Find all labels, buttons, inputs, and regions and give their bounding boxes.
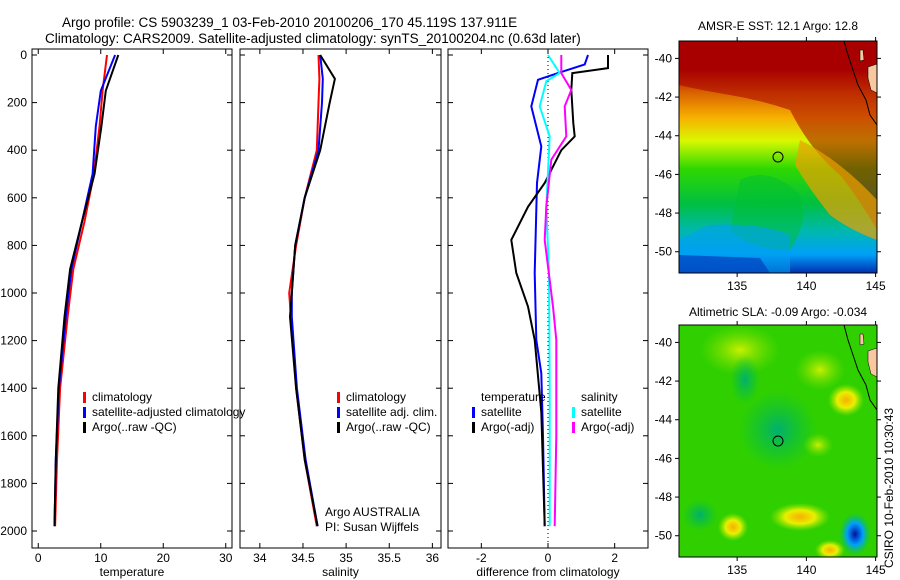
- land-1: [859, 49, 878, 94]
- y-tick-label: 1200: [0, 334, 27, 348]
- map-x-tick-label: 135: [727, 279, 747, 293]
- y-tick-label: 200: [7, 96, 27, 110]
- profile-panel-1: 0 10 20 30 temperature: [31, 48, 233, 579]
- map-y-tick-label: -42: [655, 374, 673, 388]
- x-tick-label: 2: [611, 551, 618, 565]
- panel-frame: [31, 48, 233, 549]
- series-line-temperature-satellite: [530, 54, 589, 527]
- argo-location-marker: [772, 435, 784, 447]
- y-tick-label: 400: [7, 143, 27, 157]
- panel-frame: [239, 48, 442, 549]
- map-x-tick-label: 135: [727, 563, 747, 577]
- legend-swatch: [337, 392, 340, 403]
- y-tick-label: 2000: [0, 524, 27, 538]
- x-tick-label: 30: [219, 551, 233, 565]
- legend-label: satellite: [481, 405, 522, 419]
- legend-swatch: [337, 422, 340, 433]
- map-x-tick-label: 140: [796, 279, 816, 293]
- legend-label: Argo(..raw -QC): [346, 420, 431, 434]
- sst-map-title: AMSR-E SST: 12.1 Argo: 12.8: [698, 19, 858, 33]
- land-2: [859, 333, 878, 378]
- x-tick-label: 35: [339, 551, 353, 565]
- series-line-temperature-argo-adj-: [510, 55, 609, 527]
- y-tick-label: 0: [20, 48, 27, 62]
- x-tick-label: 34: [253, 551, 267, 565]
- sla-map-title: Altimetric SLA: -0.09 Argo: -0.034: [689, 305, 867, 319]
- coastline-1: [843, 40, 878, 126]
- y-tick-label: 800: [7, 238, 27, 252]
- legend-label: climatology: [92, 390, 152, 404]
- y-tick-label: 1600: [0, 429, 27, 443]
- map-y-tick-label: -40: [655, 335, 673, 349]
- map-y-tick-label: -50: [655, 529, 673, 543]
- series-line-argo-raw-qc-: [288, 54, 336, 527]
- y-tick-label: 600: [7, 191, 27, 205]
- x-tick-label: 35.5: [378, 551, 402, 565]
- x-tick-label: 0: [545, 551, 552, 565]
- x-tick-label: 34.5: [291, 551, 315, 565]
- map-y-tick-label: -48: [655, 490, 673, 504]
- map-y-tick-label: -44: [655, 413, 673, 427]
- series-line-salinity-argo-adj-: [543, 55, 573, 527]
- figure-title-line2: Climatology: CARS2009. Satellite-adjuste…: [45, 31, 581, 46]
- legend-swatch: [83, 422, 86, 433]
- credit-text: CSIRO 10-Feb-2010 10:30:43: [882, 408, 896, 568]
- map-frame: [678, 40, 878, 274]
- annotation: Argo AUSTRALIA: [325, 505, 420, 519]
- y-tick-label: 1400: [0, 381, 27, 395]
- sst-map: [679, 41, 877, 273]
- x-axis-label: difference from climatology: [476, 565, 619, 579]
- series-line-salinity-satellite: [538, 54, 562, 527]
- map-y-tick-label: -46: [655, 451, 673, 465]
- map-y-tick-label: -50: [655, 245, 673, 259]
- series-line-climatology: [54, 54, 108, 527]
- legend-swatch: [83, 392, 86, 403]
- coastline-2: [843, 324, 878, 411]
- map-y-tick-label: -42: [655, 90, 673, 104]
- x-tick-label: 10: [94, 551, 108, 565]
- legend-swatch: [472, 422, 475, 433]
- x-tick-label: 0: [35, 551, 42, 565]
- map-y-tick-label: -40: [655, 51, 673, 65]
- argo-location-marker: [772, 151, 784, 163]
- legend-header: salinity: [581, 390, 618, 404]
- legend-label: Argo(-adj): [581, 420, 634, 434]
- legend-swatch: [337, 407, 340, 418]
- map-x-tick-label: 145: [866, 563, 886, 577]
- annotation: PI: Susan Wijffels: [325, 520, 419, 534]
- sla-map: [679, 325, 877, 557]
- x-axis-label: temperature: [100, 565, 165, 579]
- legend-swatch: [83, 407, 86, 418]
- legend-label: Argo(..raw -QC): [92, 420, 177, 434]
- legend-swatch: [472, 407, 475, 418]
- x-axis-label: salinity: [322, 565, 359, 579]
- legend-header: temperature: [481, 390, 546, 404]
- map-y-tick-label: -48: [655, 206, 673, 220]
- map-y-tick-label: -44: [655, 129, 673, 143]
- map-frame: [678, 324, 878, 558]
- legend-label: climatology: [346, 390, 406, 404]
- x-tick-label: 36: [426, 551, 440, 565]
- map-x-tick-label: 140: [796, 563, 816, 577]
- map-y-tick-label: -46: [655, 167, 673, 181]
- x-tick-label: -2: [476, 551, 487, 565]
- legend-label: Argo(-adj): [481, 420, 534, 434]
- legend-label: satellite adj. clim.: [346, 405, 437, 419]
- map-x-tick-label: 145: [866, 279, 886, 293]
- series-line-satellite-adjusted-climatology: [53, 54, 117, 527]
- legend-label: satellite: [581, 405, 622, 419]
- legend-label: satellite-adjusted climatology: [92, 405, 245, 419]
- legend-swatch: [572, 422, 575, 433]
- series-line-argo-raw-qc-: [53, 54, 120, 527]
- figure-title-line1: Argo profile: CS 5903239_1 03-Feb-2010 2…: [62, 15, 517, 30]
- y-tick-label: 1800: [0, 476, 27, 490]
- legend-swatch: [572, 407, 575, 418]
- x-tick-label: 20: [157, 551, 171, 565]
- profile-panel-2: 34 34.5 35 35.5 36 salinity: [239, 48, 442, 579]
- y-tick-label: 1000: [0, 286, 27, 300]
